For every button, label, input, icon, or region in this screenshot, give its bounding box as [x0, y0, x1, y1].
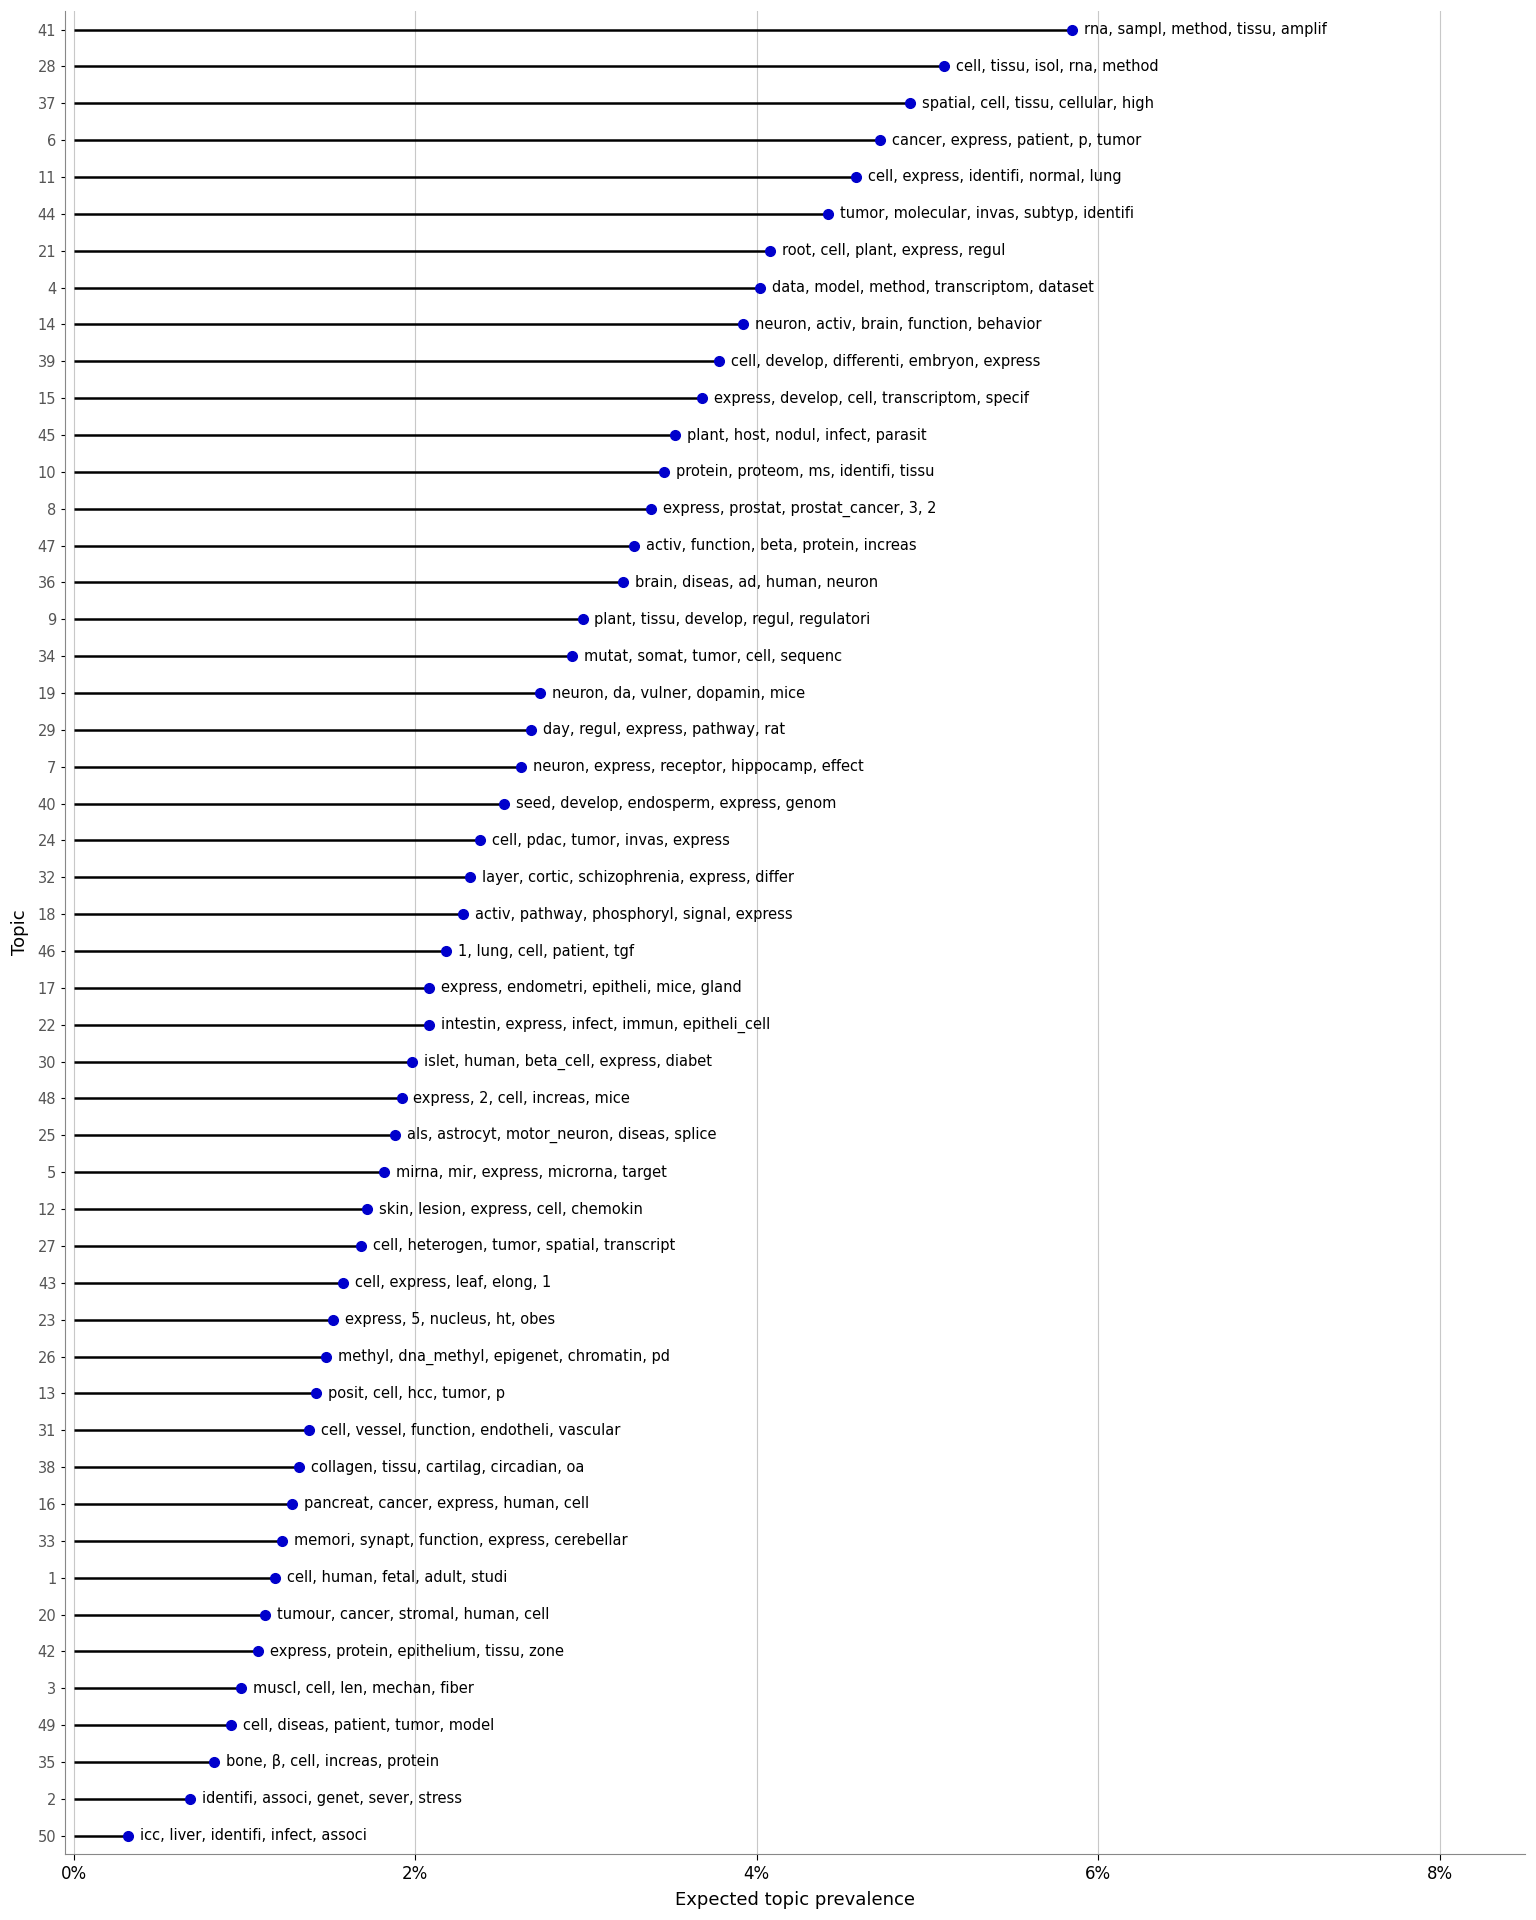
Text: memori, synapt, function, express, cerebellar: memori, synapt, function, express, cereb…: [293, 1534, 628, 1548]
Text: express, 5, nucleus, ht, obes: express, 5, nucleus, ht, obes: [346, 1311, 556, 1327]
Text: root, cell, plant, express, regul: root, cell, plant, express, regul: [782, 244, 1006, 257]
Text: 1, lung, cell, patient, tgf: 1, lung, cell, patient, tgf: [458, 943, 634, 958]
Text: methyl, dna_methyl, epigenet, chromatin, pd: methyl, dna_methyl, epigenet, chromatin,…: [338, 1348, 670, 1365]
Text: cell, heterogen, tumor, spatial, transcript: cell, heterogen, tumor, spatial, transcr…: [373, 1238, 674, 1254]
Text: neuron, express, receptor, hippocamp, effect: neuron, express, receptor, hippocamp, ef…: [533, 758, 863, 774]
Text: cell, develop, differenti, embryon, express: cell, develop, differenti, embryon, expr…: [731, 353, 1040, 369]
Text: intestin, express, infect, immun, epitheli_cell: intestin, express, infect, immun, epithe…: [441, 1018, 770, 1033]
Text: cell, tissu, isol, rna, method: cell, tissu, isol, rna, method: [957, 60, 1160, 73]
Text: cell, diseas, patient, tumor, model: cell, diseas, patient, tumor, model: [243, 1718, 495, 1732]
Y-axis label: Topic: Topic: [11, 910, 29, 956]
Text: icc, liver, identifi, infect, associ: icc, liver, identifi, infect, associ: [140, 1828, 367, 1843]
Text: express, protein, epithelium, tissu, zone: express, protein, epithelium, tissu, zon…: [270, 1644, 564, 1659]
Text: protein, proteom, ms, identifi, tissu: protein, proteom, ms, identifi, tissu: [676, 465, 935, 480]
Text: express, 2, cell, increas, mice: express, 2, cell, increas, mice: [413, 1091, 630, 1106]
Text: als, astrocyt, motor_neuron, diseas, splice: als, astrocyt, motor_neuron, diseas, spl…: [407, 1127, 716, 1144]
X-axis label: Expected topic prevalence: Expected topic prevalence: [674, 1891, 915, 1908]
Text: express, develop, cell, transcriptom, specif: express, develop, cell, transcriptom, sp…: [714, 390, 1029, 405]
Text: bone, β, cell, increas, protein: bone, β, cell, increas, protein: [226, 1755, 439, 1770]
Text: pancreat, cancer, express, human, cell: pancreat, cancer, express, human, cell: [304, 1496, 590, 1511]
Text: cancer, express, patient, p, tumor: cancer, express, patient, p, tumor: [891, 132, 1141, 148]
Text: skin, lesion, express, cell, chemokin: skin, lesion, express, cell, chemokin: [379, 1202, 644, 1217]
Text: cell, express, leaf, elong, 1: cell, express, leaf, elong, 1: [355, 1275, 551, 1290]
Text: brain, diseas, ad, human, neuron: brain, diseas, ad, human, neuron: [636, 574, 879, 589]
Text: mutat, somat, tumor, cell, sequenc: mutat, somat, tumor, cell, sequenc: [584, 649, 842, 664]
Text: spatial, cell, tissu, cellular, high: spatial, cell, tissu, cellular, high: [922, 96, 1154, 111]
Text: plant, tissu, develop, regul, regulatori: plant, tissu, develop, regul, regulatori: [594, 612, 871, 626]
Text: plant, host, nodul, infect, parasit: plant, host, nodul, infect, parasit: [687, 428, 926, 442]
Text: cell, human, fetal, adult, studi: cell, human, fetal, adult, studi: [287, 1571, 507, 1586]
Text: mirna, mir, express, microrna, target: mirna, mir, express, microrna, target: [396, 1165, 667, 1179]
Text: express, prostat, prostat_cancer, 3, 2: express, prostat, prostat_cancer, 3, 2: [662, 501, 937, 516]
Text: day, regul, express, pathway, rat: day, regul, express, pathway, rat: [544, 722, 785, 737]
Text: collagen, tissu, cartilag, circadian, oa: collagen, tissu, cartilag, circadian, oa: [312, 1459, 584, 1475]
Text: data, model, method, transcriptom, dataset: data, model, method, transcriptom, datas…: [773, 280, 1094, 296]
Text: cell, pdac, tumor, invas, express: cell, pdac, tumor, invas, express: [492, 833, 730, 849]
Text: activ, pathway, phosphoryl, signal, express: activ, pathway, phosphoryl, signal, expr…: [475, 906, 793, 922]
Text: express, endometri, epitheli, mice, gland: express, endometri, epitheli, mice, glan…: [441, 981, 742, 995]
Text: cell, vessel, function, endotheli, vascular: cell, vessel, function, endotheli, vascu…: [321, 1423, 621, 1438]
Text: layer, cortic, schizophrenia, express, differ: layer, cortic, schizophrenia, express, d…: [482, 870, 794, 885]
Text: rna, sampl, method, tissu, amplif: rna, sampl, method, tissu, amplif: [1084, 21, 1327, 36]
Text: posit, cell, hcc, tumor, p: posit, cell, hcc, tumor, p: [329, 1386, 505, 1402]
Text: seed, develop, endosperm, express, genom: seed, develop, endosperm, express, genom: [516, 797, 836, 810]
Text: identifi, associ, genet, sever, stress: identifi, associ, genet, sever, stress: [201, 1791, 462, 1807]
Text: tumour, cancer, stromal, human, cell: tumour, cancer, stromal, human, cell: [276, 1607, 550, 1622]
Text: tumor, molecular, invas, subtyp, identifi: tumor, molecular, invas, subtyp, identif…: [840, 205, 1134, 221]
Text: activ, function, beta, protein, increas: activ, function, beta, protein, increas: [645, 538, 917, 553]
Text: cell, express, identifi, normal, lung: cell, express, identifi, normal, lung: [868, 169, 1121, 184]
Text: neuron, activ, brain, function, behavior: neuron, activ, brain, function, behavior: [754, 317, 1041, 332]
Text: muscl, cell, len, mechan, fiber: muscl, cell, len, mechan, fiber: [253, 1680, 475, 1695]
Text: neuron, da, vulner, dopamin, mice: neuron, da, vulner, dopamin, mice: [551, 685, 805, 701]
Text: islet, human, beta_cell, express, diabet: islet, human, beta_cell, express, diabet: [424, 1054, 711, 1069]
